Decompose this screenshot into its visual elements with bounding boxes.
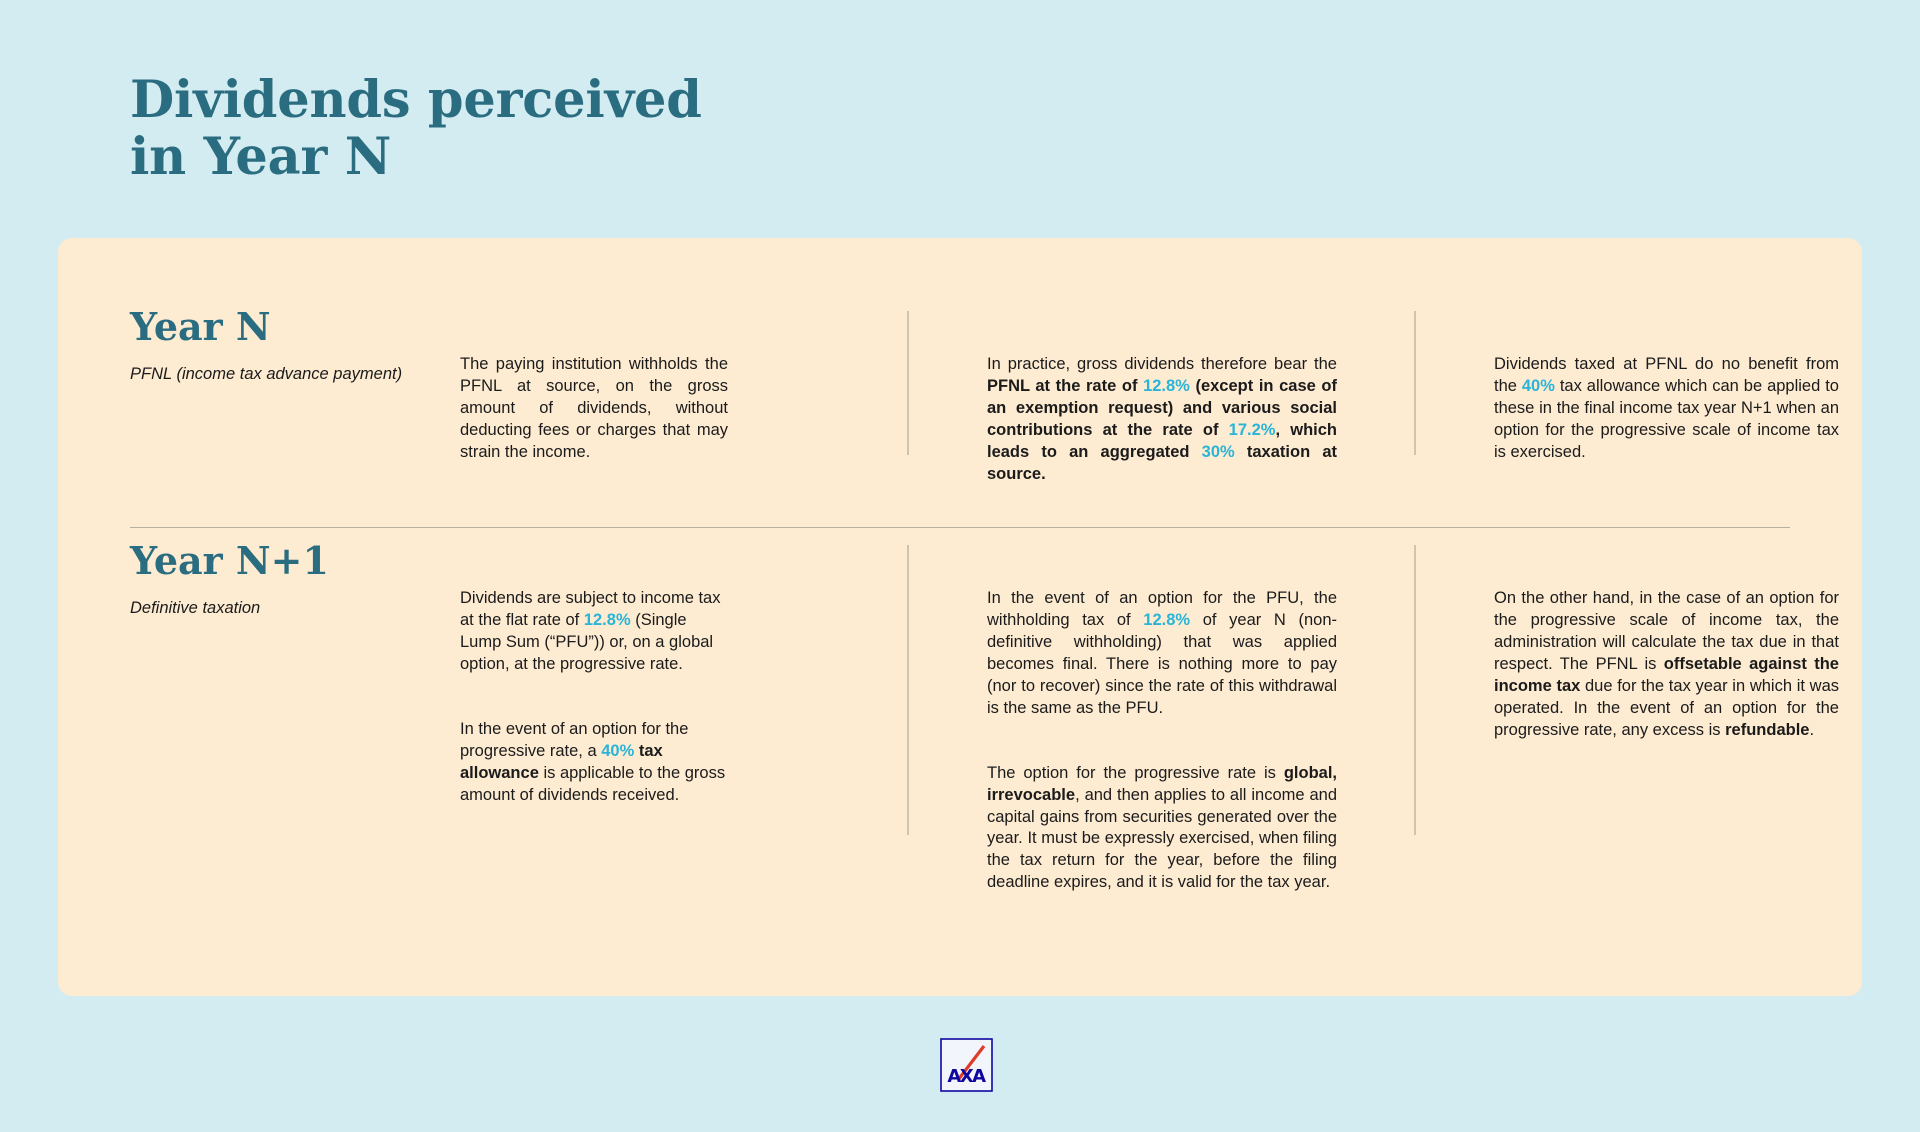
emphasis-text: , which leads to an aggregated [987,420,1338,461]
year-n-column-1: The paying institution withholds the PFN… [460,354,728,464]
text-run: (Single Lump Sum (“PFU”)) or, on a globa… [460,610,714,673]
text-run: Dividends taxed at PFNL do no benefit fr… [1494,355,1839,395]
year-n-plus-1-column-2: In the event of an option for the PFU, t… [987,588,1337,894]
accent-value: 40% [601,741,635,760]
paragraph: In practice, gross dividends therefore b… [987,354,1337,486]
text-run: . [1809,720,1815,739]
content-card: Year N PFNL (income tax advance payment)… [58,238,1862,996]
accent-value: 12.8% [583,610,631,629]
accent-value: 12.8% [1143,376,1190,395]
paragraph: The option for the progressive rate is g… [987,763,1337,895]
section-divider [130,527,1790,528]
section-year-n-plus-1-subtitle: Definitive taxation [130,598,261,617]
text-run: tax allowance which can be applied to th… [1494,376,1839,461]
column-divider-year-n-1 [907,311,909,455]
svg-text:AXA: AXA [947,1066,986,1087]
emphasis-text: tax allowance [460,741,663,782]
year-n-plus-1-column-3: On the other hand, in the case of an opt… [1494,588,1839,742]
text-run: In the event of an option for the progre… [460,719,689,760]
paragraph: Dividends taxed at PFNL do no benefit fr… [1494,354,1839,464]
emphasis-text: offsetable against the income tax [1494,654,1839,695]
section-year-n-header: Year N PFNL (income tax advance payment) [130,306,460,385]
text-run: is applicable to the gross amount of div… [460,763,726,804]
accent-value: 17.2% [1228,420,1276,439]
text-run: Dividends are subject to income tax at t… [460,589,721,629]
axa-logo: AXA [940,1038,993,1092]
emphasis-text: taxation at source. [987,442,1337,483]
text-run: In practice, gross dividends therefore b… [987,355,1337,373]
column-divider-year-n-plus-1-2 [1414,545,1416,835]
paragraph: In the event of an option for the PFU, t… [987,588,1337,720]
emphasis-text: refundable [1725,720,1810,739]
text-run: The option for the progressive rate is [987,763,1284,782]
axa-wordmark: AXA [947,1066,987,1087]
emphasis-text: global, irrevocable [987,763,1337,804]
accent-value: 12.8% [1143,610,1191,629]
text-run: due for the tax year in which it was ope… [1494,676,1839,739]
paragraph: In the event of an option for the progre… [460,719,728,807]
page-title: Dividends perceived in Year N [130,70,702,188]
paragraph: On the other hand, in the case of an opt… [1494,588,1839,742]
emphasis-text: (except in case of an exemption request)… [987,376,1337,439]
year-n-column-2: In practice, gross dividends therefore b… [987,354,1337,486]
year-n-plus-1-column-1: Dividends are subject to income tax at t… [460,588,728,807]
emphasis-text: PFNL at the rate of [987,376,1144,395]
text-run: of year N (non-definitive withholding) t… [987,610,1337,717]
paragraph: The paying institution withholds the PFN… [460,354,728,464]
column-divider-year-n-plus-1-1 [907,545,909,835]
section-year-n-subtitle: PFNL (income tax advance payment) [130,364,403,383]
year-n-column-3: Dividends taxed at PFNL do no benefit fr… [1494,354,1839,464]
text-run: , and then applies to all income and cap… [987,785,1337,892]
section-year-n-plus-1-header: Year N+1 Definitive taxation [130,540,460,619]
text-run: The paying institution withholds the PFN… [460,355,728,461]
section-year-n-plus-1-title: Year N+1 [130,538,329,583]
accent-value: 30% [1201,442,1235,461]
text-run: On the other hand, in the case of an opt… [1494,589,1839,673]
paragraph: Dividends are subject to income tax at t… [460,588,728,676]
axa-logo-icon: AXA [940,1038,993,1092]
column-divider-year-n-2 [1414,311,1416,455]
section-year-n-title: Year N [130,304,271,349]
accent-value: 40% [1521,376,1555,395]
text-run: In the event of an option for the PFU, t… [987,589,1337,629]
